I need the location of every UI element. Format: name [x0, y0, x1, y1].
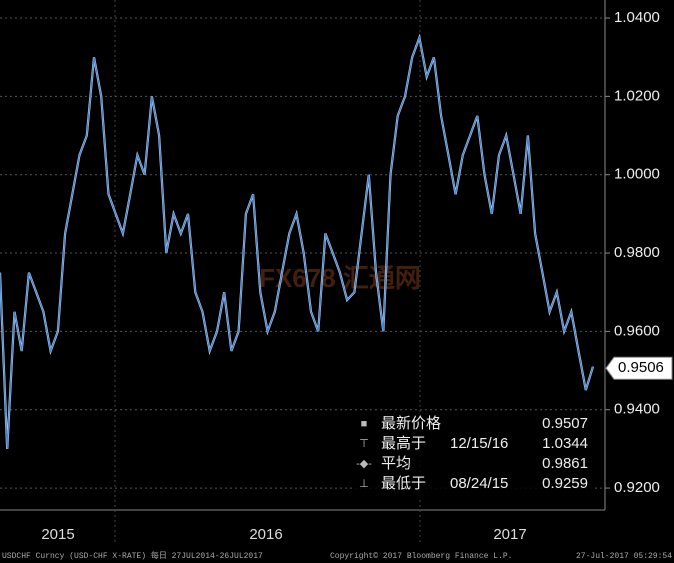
footer: USDCHF Curncy (USD-CHF X-RATE) 每日 27JUL2… [2, 550, 263, 561]
stat-value: 0.9507 [542, 415, 588, 432]
last-value-tag [605, 356, 673, 380]
y-tick-label: 1.0000 [614, 166, 660, 183]
y-tick-label: 0.9200 [614, 479, 660, 496]
legend-icon: ⊤ [359, 438, 369, 450]
footer: 27-Jul-2017 05:29:54 [576, 552, 672, 561]
legend-icon: -◆- [356, 458, 372, 470]
stat-label: 平均 [381, 455, 411, 472]
stat-value: 0.9259 [542, 475, 588, 492]
footer: Copyright© 2017 Bloomberg Finance L.P. [330, 552, 512, 561]
stat-label: 最高于 [381, 435, 426, 452]
stat-label: 最新价格 [381, 415, 441, 432]
stat-value: 1.0344 [542, 435, 588, 452]
y-tick-label: 0.9600 [614, 322, 660, 339]
price-line [0, 35, 594, 449]
y-tick-label: 1.0400 [614, 9, 660, 26]
stat-value: 0.9861 [542, 455, 588, 472]
watermark: FX678 汇通网 [259, 263, 421, 293]
y-tick-label: 1.0200 [614, 87, 660, 104]
y-tick-label: 0.9400 [614, 401, 660, 418]
stat-date: 08/24/15 [450, 475, 508, 492]
stat-label: 最低于 [381, 475, 426, 492]
last-value-label: 0.9506 [618, 359, 664, 376]
legend-box [355, 412, 593, 498]
y-tick-label: 0.9800 [614, 244, 660, 261]
legend: ■ 最新价格 0.9507 ⊤ 最高于 12/15/16 1.0344 -◆- 平均 0.9861… [355, 412, 593, 498]
period-label: 2017 [493, 526, 526, 543]
plot [0, 17, 610, 489]
stat-date: 12/15/16 [450, 435, 508, 452]
period-label: 2016 [249, 526, 282, 543]
legend-icon: ⊥ [359, 478, 369, 490]
period-label: 2015 [41, 526, 74, 543]
legend-icon: ■ [361, 418, 368, 430]
